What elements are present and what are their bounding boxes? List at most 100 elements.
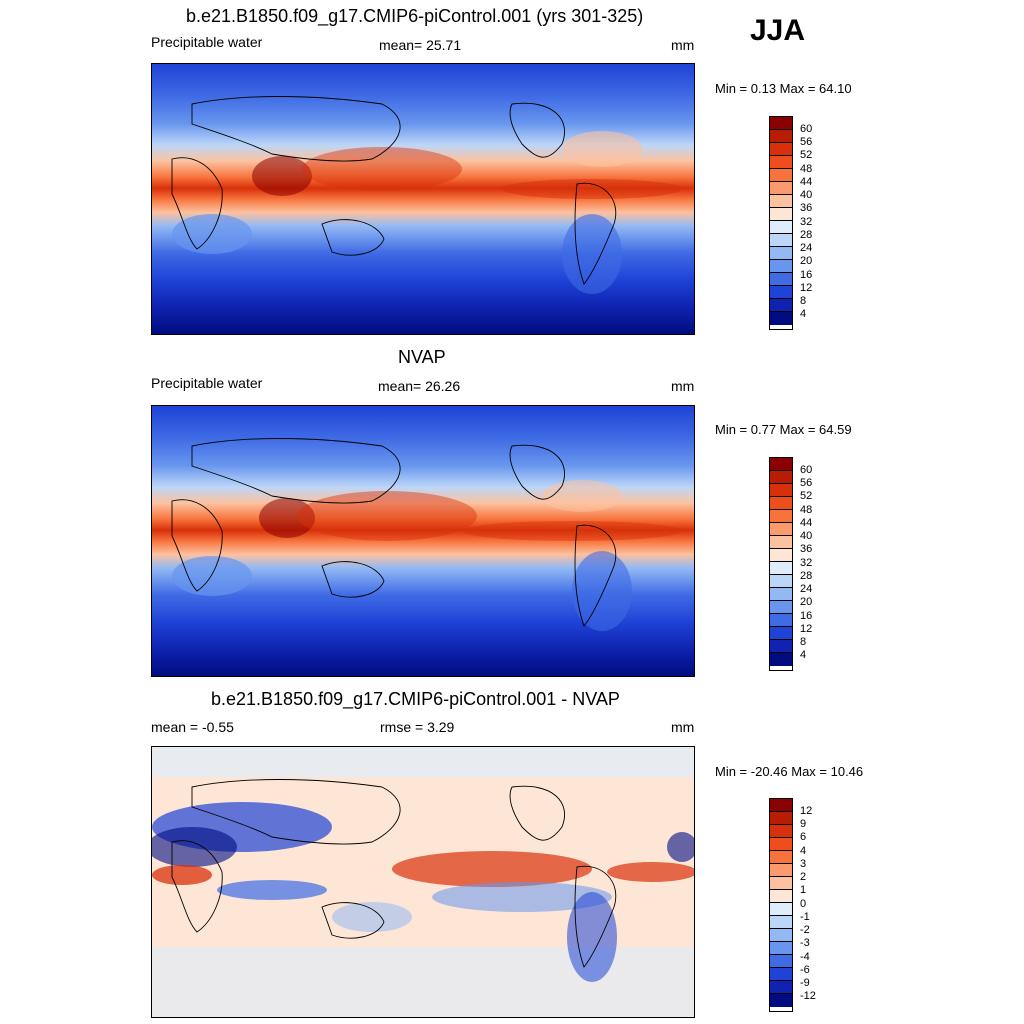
- panel1-tick: 24: [800, 242, 813, 254]
- panel3-minmax: Min = -20.46 Max = 10.46: [715, 764, 864, 779]
- panel2-tick: 36: [800, 543, 813, 555]
- panel1-colorbar-swatch: [770, 207, 792, 221]
- panel2-colorbar-swatch: [770, 626, 792, 640]
- panel1-colorbar-swatch: [770, 272, 792, 286]
- panel2-coastlines: [171, 438, 617, 627]
- panel3-colorbar-swatch: [770, 811, 792, 825]
- panel2-tick: 24: [800, 583, 813, 595]
- panel2-colorbar-swatch: [770, 600, 792, 614]
- panel2-tick: 56: [800, 477, 813, 489]
- panel3-colorbar-swatch: [770, 928, 792, 942]
- panel2-colorbar: [769, 457, 793, 671]
- panel1-colorbar-swatch: [770, 311, 792, 325]
- panel2-colorbar-swatch: [770, 483, 792, 497]
- panel2-tick: 28: [800, 570, 813, 582]
- panel1-coastlines: [171, 96, 617, 285]
- panel2-colorbar-swatch: [770, 496, 792, 510]
- panel1-units: mm: [671, 37, 695, 53]
- panel1-colorbar-swatch: [770, 142, 792, 156]
- panel2-colorbar-swatch: [770, 470, 792, 484]
- panel1-tick: 16: [800, 269, 813, 281]
- panel3-tick: -1: [800, 911, 810, 923]
- panel1-colorbar-swatch: [770, 155, 792, 169]
- panel1-tick: 56: [800, 136, 813, 148]
- panel1-map: [151, 63, 695, 335]
- panel3-colorbar-swatch: [770, 980, 792, 994]
- panel1-tick: 28: [800, 229, 813, 241]
- panel1-tick: 60: [800, 123, 813, 135]
- panel1-colorbar-swatch: [770, 246, 792, 260]
- panel1-colorbar-swatch: [770, 220, 792, 234]
- panel2-tick: 32: [800, 557, 813, 569]
- panel3-tick: 9: [800, 818, 807, 830]
- panel3-colorbar-swatch: [770, 993, 792, 1007]
- panel3-colorbar-swatch: [770, 954, 792, 968]
- panel2-tick: 12: [800, 623, 813, 635]
- panel1-colorbar: [769, 116, 793, 330]
- panel3-colorbar-swatch: [770, 876, 792, 890]
- panel1-tick: 40: [800, 189, 813, 201]
- panel3-colorbar-swatch: [770, 889, 792, 903]
- panel2-tick: 40: [800, 530, 813, 542]
- panel2-colorbar-swatch: [770, 587, 792, 601]
- panel1-variable-label: Precipitable water: [151, 34, 263, 50]
- panel3-tick: 4: [800, 845, 807, 857]
- panel1-mean-label: mean= 25.71: [379, 37, 462, 53]
- panel2-tick: 4: [800, 649, 807, 661]
- panel3-tick: 2: [800, 871, 807, 883]
- panel1-tick: 52: [800, 149, 813, 161]
- panel1-colorbar-swatch: [770, 298, 792, 312]
- panel3-title: b.e21.B1850.f09_g17.CMIP6-piControl.001 …: [211, 689, 620, 709]
- panel1-colorbar-swatch: [770, 259, 792, 273]
- panel1-tick: 44: [800, 176, 813, 188]
- panel3-colorbar-swatch: [770, 863, 792, 877]
- panel2-colorbar-swatch: [770, 639, 792, 653]
- panel3-colorbar-swatch: [770, 915, 792, 929]
- panel3-map-plot: [152, 747, 694, 1017]
- panel3-tick: 6: [800, 831, 807, 843]
- panel3-coastlines: [171, 779, 617, 968]
- panel1-colorbar-swatch: [770, 129, 792, 143]
- panel2-colorbar-swatch: [770, 522, 792, 536]
- season-label: JJA: [750, 14, 806, 47]
- panel3-map: [151, 746, 695, 1018]
- panel2-colorbar-swatch: [770, 535, 792, 549]
- panel1-tick: 32: [800, 216, 813, 228]
- panel1-minmax: Min = 0.13 Max = 64.10: [715, 81, 852, 96]
- panel1-colorbar-swatch: [770, 285, 792, 299]
- panel3-rmse-label: rmse = 3.29: [380, 719, 455, 735]
- panel1-tick: 8: [800, 295, 807, 307]
- panel2-tick: 48: [800, 504, 813, 516]
- panel2-tick: 60: [800, 464, 813, 476]
- panel1-colorbar-swatch: [770, 181, 792, 195]
- panel3-mean-label: mean = -0.55: [151, 719, 234, 735]
- panel3-tick: 12: [800, 805, 813, 817]
- panel1-colorbar-swatch: [770, 194, 792, 208]
- panel3-colorbar-swatch: [770, 967, 792, 981]
- panel2-tick: 52: [800, 490, 813, 502]
- panel2-tick: 8: [800, 636, 807, 648]
- panel2-colorbar-swatch: [770, 458, 792, 471]
- panel2-mean-label: mean= 26.26: [378, 378, 461, 394]
- panel3-tick: -3: [800, 937, 810, 949]
- panel3-tick: 0: [800, 898, 807, 910]
- panel3-tick: 1: [800, 884, 807, 896]
- panel3-tick: -6: [800, 964, 810, 976]
- panel1-tick: 36: [800, 202, 813, 214]
- panel3-colorbar-swatch: [770, 850, 792, 864]
- panel3-units: mm: [671, 719, 695, 735]
- panel3-colorbar-swatch: [770, 941, 792, 955]
- panel2-title: NVAP: [398, 347, 446, 367]
- panel3-colorbar-swatch: [770, 902, 792, 916]
- panel1-map-plot: [152, 64, 694, 334]
- panel1-tick: 4: [800, 308, 807, 320]
- panel2-map-plot: [152, 406, 694, 676]
- panel1-colorbar-swatch: [770, 117, 792, 130]
- panel1-tick: 12: [800, 282, 813, 294]
- panel2-variable-label: Precipitable water: [151, 375, 263, 391]
- panel2-colorbar-swatch: [770, 613, 792, 627]
- panel1-tick: 20: [800, 255, 813, 267]
- panel2-colorbar-swatch: [770, 548, 792, 562]
- panel3-colorbar-swatch: [770, 799, 792, 812]
- panel2-units: mm: [671, 378, 695, 394]
